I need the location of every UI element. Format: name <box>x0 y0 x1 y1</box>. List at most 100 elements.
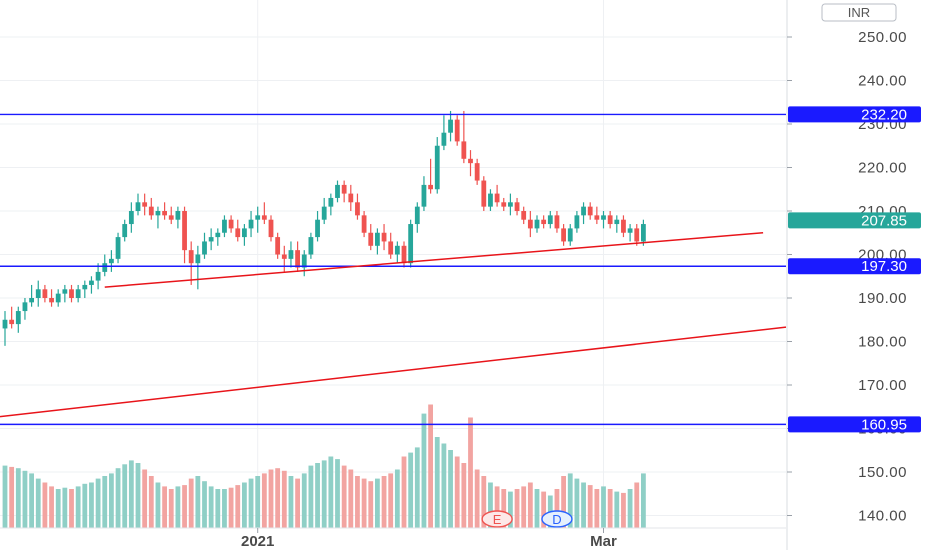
volume-bar <box>35 478 41 528</box>
candle <box>301 250 307 277</box>
trendline-0[interactable] <box>104 232 764 288</box>
y-tick-label: 150.00 <box>858 464 907 481</box>
candle <box>494 184 500 207</box>
candle-body <box>42 289 48 298</box>
candle <box>42 284 48 303</box>
candle <box>35 280 41 307</box>
currency-badge[interactable]: INR <box>821 3 897 22</box>
candle <box>29 284 34 307</box>
candle-body <box>109 258 114 264</box>
level-tag-1-label: 197.30 <box>861 258 907 275</box>
candle-body <box>541 219 547 225</box>
candle-body <box>554 215 560 229</box>
x-axis[interactable]: 2021 Mar <box>0 527 786 550</box>
candle <box>381 224 387 251</box>
candle-body <box>408 224 414 264</box>
volume-bar <box>335 459 340 528</box>
candle <box>308 232 314 259</box>
candle <box>341 180 347 203</box>
candle-body <box>561 228 566 242</box>
candle <box>122 219 128 242</box>
level-tag-1: 197.30 <box>788 258 921 275</box>
candle-body <box>488 193 493 207</box>
candle-body <box>55 293 61 303</box>
volume-bar <box>9 466 15 528</box>
volume-bar <box>574 478 580 528</box>
event-d[interactable]: D <box>541 510 573 528</box>
candle <box>448 110 453 142</box>
volume-bar <box>22 470 28 528</box>
event-e[interactable]: E <box>481 510 513 528</box>
candle-body <box>281 254 287 259</box>
volume-bar <box>95 478 101 528</box>
volume-bar <box>634 482 640 528</box>
candle-body <box>521 211 527 220</box>
candle <box>414 202 420 233</box>
volume-bar <box>268 469 274 528</box>
candle-body <box>49 298 54 303</box>
volume-bar <box>242 482 247 528</box>
level-tag-0: 232.20 <box>788 106 921 123</box>
volume-bar <box>255 476 261 528</box>
volume-bar <box>581 482 586 528</box>
candle-body <box>82 284 88 290</box>
candle-body <box>162 211 167 216</box>
candle-body <box>122 224 128 238</box>
level-tag-1-bg <box>788 258 921 275</box>
candle <box>581 202 586 225</box>
horizontal-levels[interactable] <box>0 113 786 426</box>
candle <box>541 215 547 229</box>
event-badge[interactable] <box>481 510 513 528</box>
volume-bar <box>607 489 613 528</box>
candle-body <box>308 237 314 255</box>
volume-bar <box>441 443 447 528</box>
candle <box>627 224 633 242</box>
level-tag-0-label: 232.20 <box>861 106 907 123</box>
volume-bar <box>454 456 460 528</box>
volume-bar <box>401 456 407 528</box>
volume-bar <box>188 478 194 528</box>
candle-body <box>102 263 108 272</box>
candle-body <box>361 215 367 233</box>
volume-bar <box>448 450 453 528</box>
candle <box>634 224 640 246</box>
candle <box>428 158 433 194</box>
candle <box>527 211 533 238</box>
event-badge[interactable] <box>541 510 573 528</box>
volume-bar <box>494 486 500 528</box>
candle <box>394 241 400 264</box>
candle-body <box>401 245 407 264</box>
trendlines[interactable] <box>0 232 787 418</box>
x-tick-label: 2021 <box>241 533 274 550</box>
volume-bar <box>228 487 234 528</box>
candle <box>315 211 320 242</box>
candle-body <box>328 197 334 207</box>
volume-bar <box>55 489 61 528</box>
candle <box>474 158 480 185</box>
candle-body <box>215 232 221 238</box>
candle-body <box>115 237 121 259</box>
volume-bar <box>182 485 187 528</box>
candle <box>62 284 68 303</box>
last-price-tag: 207.85 <box>788 212 921 229</box>
candle-body <box>148 206 154 216</box>
volume-bar <box>69 489 74 528</box>
volume-bar <box>554 489 560 528</box>
y-axis[interactable]: 140.00150.00160.00170.00180.00190.00200.… <box>787 29 907 525</box>
level-tag-0-bg <box>788 106 921 123</box>
candle-body <box>514 202 520 211</box>
candle-body <box>394 245 400 255</box>
candle <box>401 241 407 268</box>
volume-bar <box>474 469 480 528</box>
candle-body <box>261 215 267 220</box>
volume-bar <box>508 491 513 528</box>
candle-body <box>421 184 427 207</box>
volume-bar <box>328 456 334 528</box>
volume-bar <box>215 489 221 528</box>
candle-body <box>494 193 500 203</box>
candle <box>454 115 460 146</box>
trendline-1[interactable] <box>0 326 787 418</box>
candle <box>95 263 101 290</box>
